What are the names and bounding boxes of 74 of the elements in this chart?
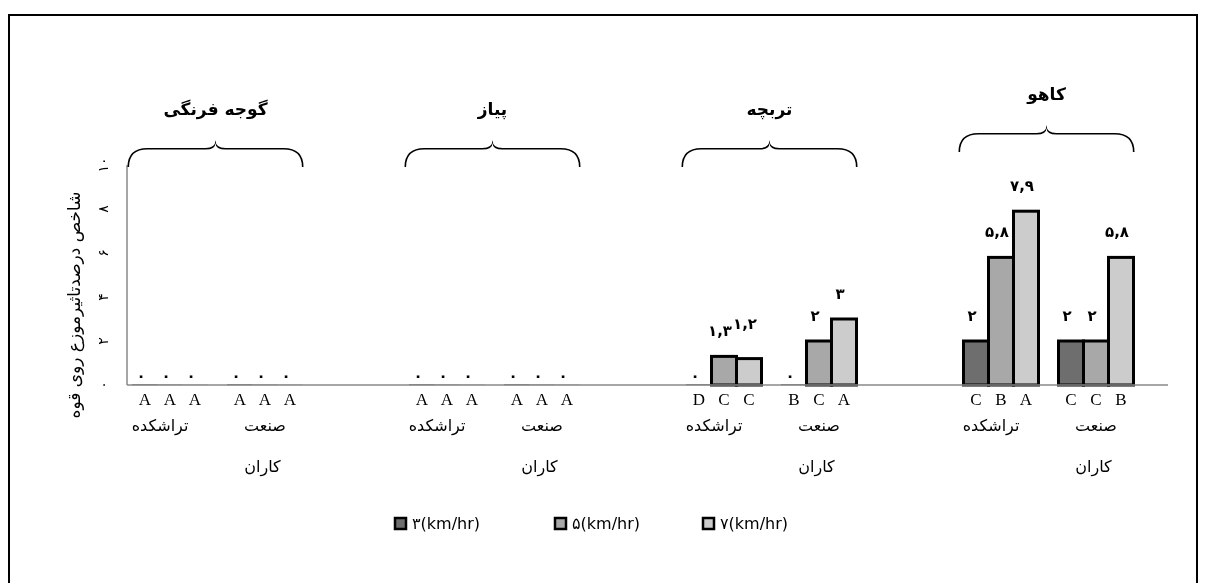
data-label: ۰ [438,367,448,385]
x-tick-label: تراشکده [408,416,466,436]
text: گوجه فرنگی [163,99,268,120]
text: A [440,390,454,409]
text: B [995,390,1007,409]
data-label: ۰ [785,367,795,385]
data-label: ۲ [967,307,977,325]
text: A [560,390,574,409]
text: C [1090,390,1102,409]
y-tick-label: ۲ [95,337,111,345]
text: C [813,390,825,409]
text: C [718,390,730,409]
text: کاران [521,457,559,477]
data-label: ۰ [508,367,518,385]
text: A [283,390,297,409]
data-label: ۰ [463,367,473,385]
x-tick-label: تراشکده [962,416,1020,436]
text: A [535,390,549,409]
text: کاران [1075,457,1113,477]
y-tick-label: ۸ [95,204,111,213]
x-tick-label: صنعت [521,416,563,435]
data-label: ۱,۳ [707,322,733,341]
data-label: ۰ [281,367,291,385]
legend-label: ۵(km/hr) [572,514,641,533]
text: C [743,390,755,409]
data-label: ۵,۸ [1104,223,1130,242]
text: A [138,390,152,409]
data-label: ۲ [810,307,820,325]
text: A [1019,390,1033,409]
text: A [465,390,479,409]
text: B [1115,390,1127,409]
data-label: ۰ [558,367,568,385]
text: کاران [244,457,282,477]
text: A [188,390,202,409]
data-label: ۰ [231,367,241,385]
data-label: ۰ [136,367,146,385]
y-axis-title: شاخص درصدتاثیرموزع روی قوه [64,191,85,419]
y-tick-label: ۱۰ [95,157,111,173]
legend-label: ۳(km/hr) [412,514,481,533]
text: C [970,390,982,409]
y-tick-label: ۰ [95,381,111,389]
data-label: ۰ [533,367,543,385]
text: A [258,390,272,409]
data-label: ۳ [835,285,845,303]
data-label: ۰ [186,367,196,385]
text: A [510,390,524,409]
x-tick-label: صنعت [798,416,840,435]
data-label: ۰ [690,367,700,385]
text: تربچه [746,99,793,120]
text: A [837,390,851,409]
data-label: ۰ [161,367,171,385]
text: C [1065,390,1077,409]
y-tick-label: ۶ [95,249,111,257]
legend-label: ۷(km/hr) [720,514,789,533]
data-label: ۲ [1062,307,1072,325]
text: A [415,390,429,409]
text: کاهو [1026,84,1066,105]
x-tick-label: تراشکده [131,416,189,436]
data-label: ۱,۲ [732,314,758,333]
data-label: ۰ [256,367,266,385]
text: B [788,390,800,409]
text: A [233,390,247,409]
text: D [692,390,706,409]
data-label: ۲ [1087,307,1097,325]
text: A [163,390,177,409]
y-tick-label: ۴ [95,293,111,301]
x-tick-label: تراشکده [685,416,743,436]
text: کاران [798,457,836,477]
data-label: ۵,۸ [984,223,1010,242]
x-tick-label: صنعت [244,416,286,435]
text: پیاز [476,99,508,120]
x-tick-label: صنعت [1075,416,1117,435]
data-label: ۰ [413,367,423,385]
data-label: ۷,۹ [1009,177,1035,196]
